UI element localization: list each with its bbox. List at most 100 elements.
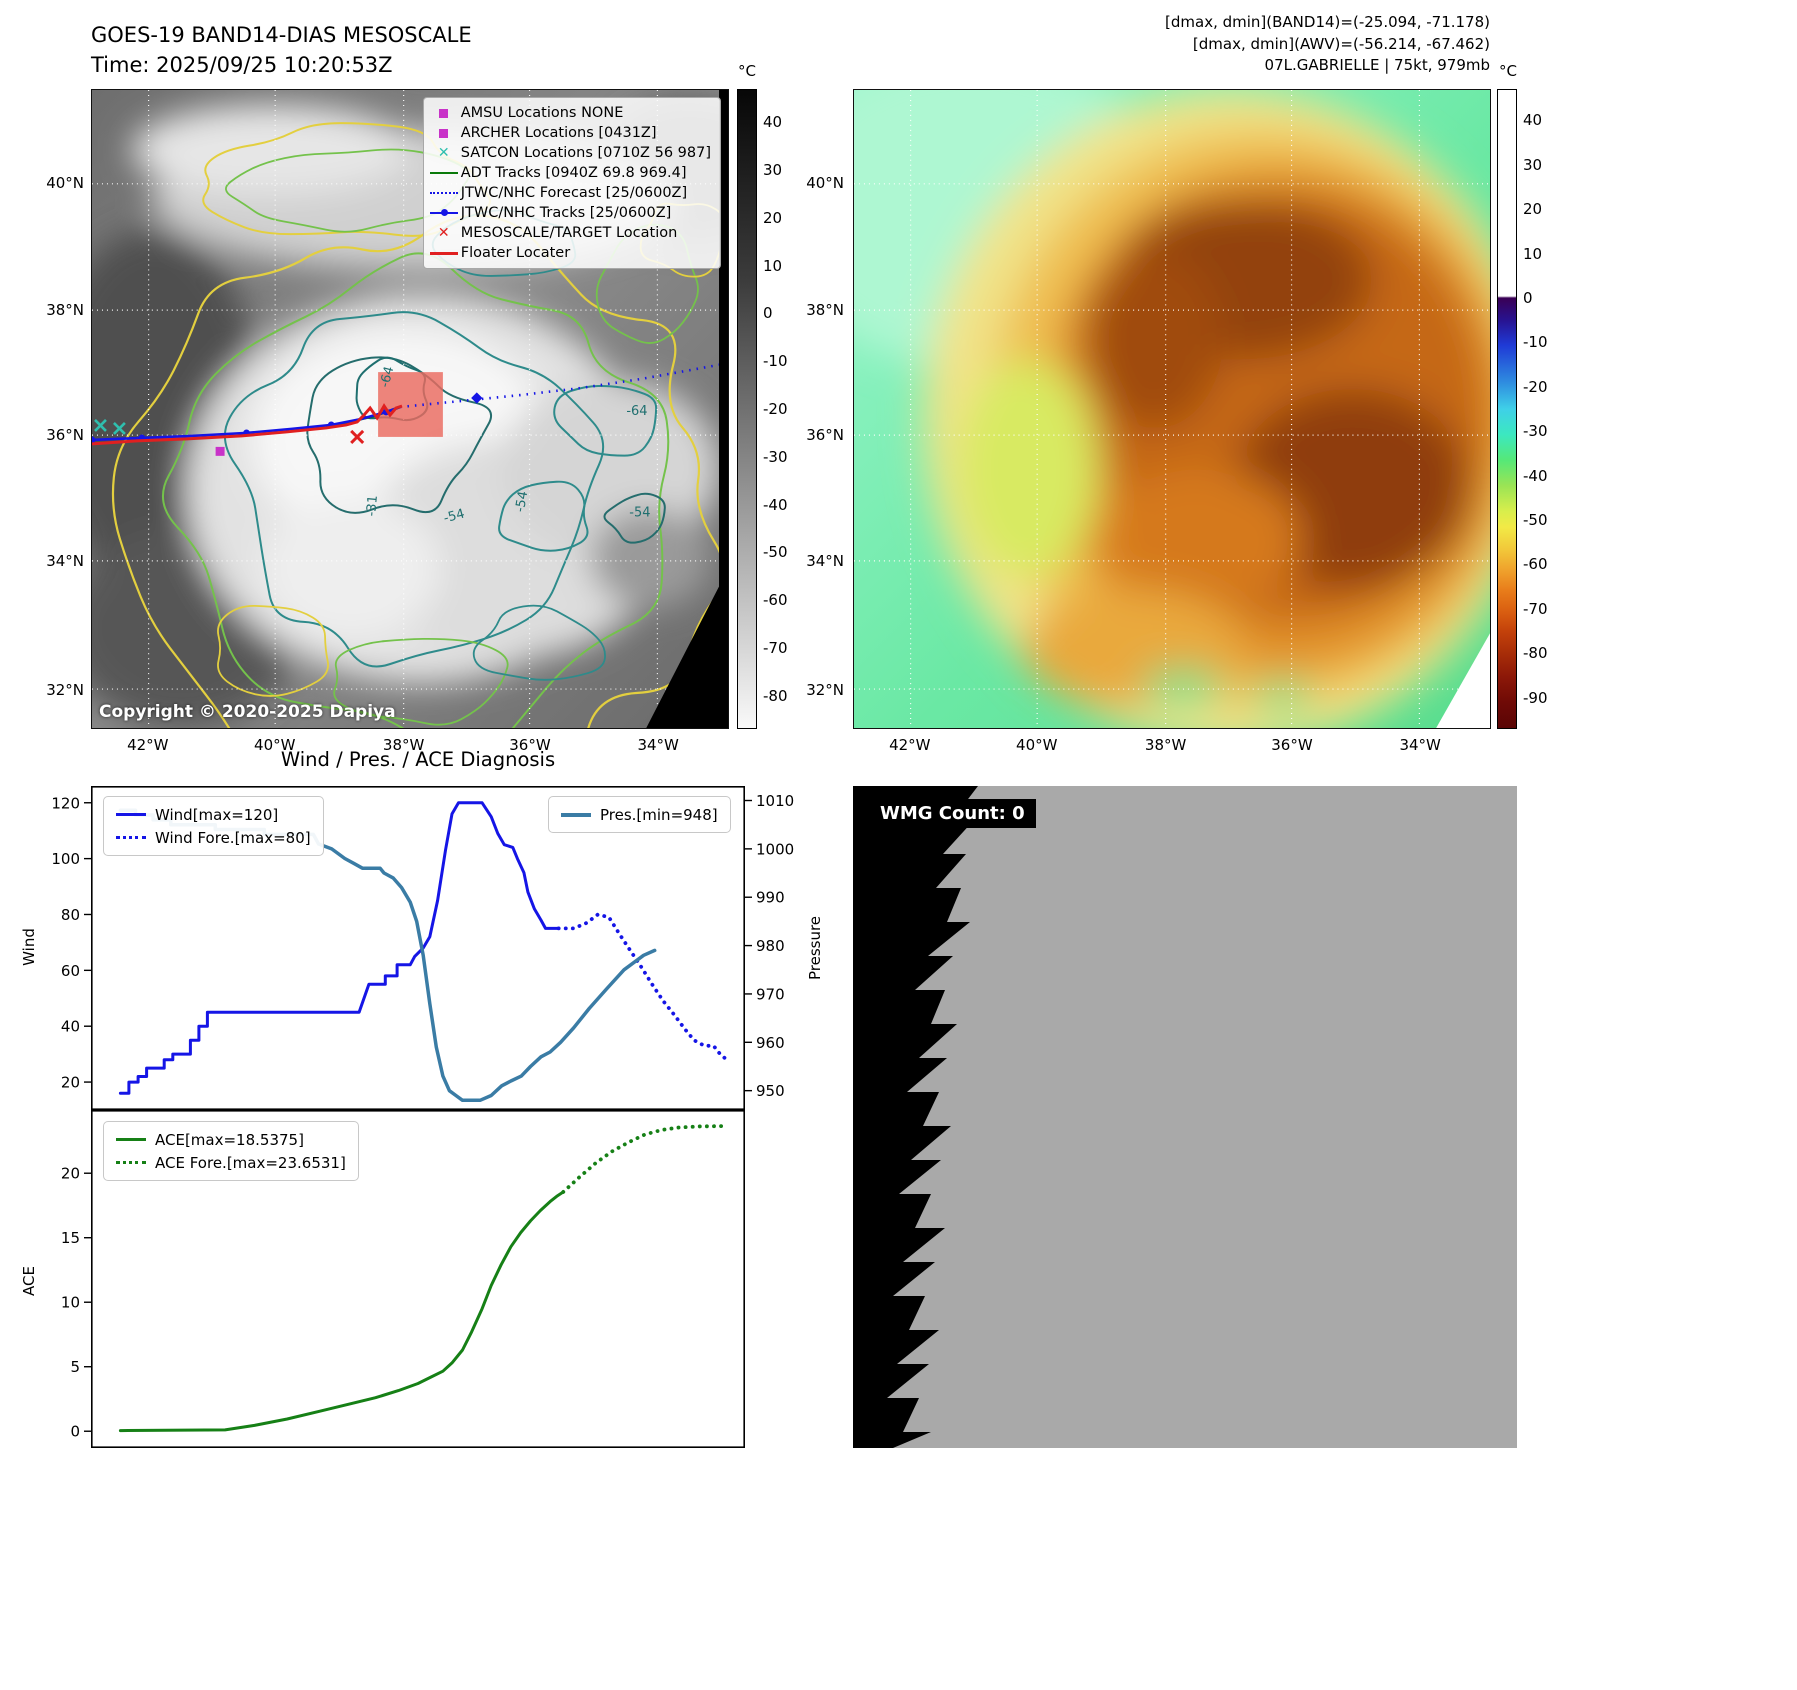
pressure-line-icon bbox=[561, 812, 591, 817]
colorbar-tick-label: -30 bbox=[763, 447, 788, 466]
legend-label: Wind Fore.[max=80] bbox=[155, 828, 311, 847]
lat-tick-label: 34°N bbox=[806, 552, 844, 571]
legend-item: Floater Locater bbox=[427, 243, 711, 263]
legend-label: AMSU Locations NONE bbox=[460, 105, 624, 121]
chart-frame bbox=[91, 1110, 746, 1448]
colorbar-tick-label: 10 bbox=[1523, 244, 1543, 263]
legend-item: JTWC/NHC Forecast [25/0600Z] bbox=[427, 183, 711, 203]
legend-item: ACE[max=18.5375] bbox=[116, 1128, 346, 1151]
lon-tick-label: 42°W bbox=[127, 736, 169, 754]
amsu-square-icon bbox=[427, 108, 461, 118]
y-tick-label: 1010 bbox=[756, 792, 794, 810]
contour-line bbox=[223, 311, 605, 668]
contour-line bbox=[333, 637, 509, 726]
colorbar-tick-label: -10 bbox=[1523, 333, 1548, 352]
y-tick-label: 20 bbox=[61, 1074, 80, 1092]
colorbar-tick-label: -40 bbox=[1523, 466, 1548, 485]
dmax-dmin-band14: [dmax, dmin](BAND14)=(-25.094, -71.178) bbox=[1165, 13, 1490, 31]
lon-tick-label: 34°W bbox=[637, 736, 679, 754]
band14-colorbar bbox=[737, 89, 757, 729]
y-tick-label: 20 bbox=[61, 1165, 80, 1183]
ace-axis-label: ACE bbox=[19, 1266, 38, 1296]
wind-line-icon bbox=[116, 813, 146, 816]
colorbar-tick-label: -50 bbox=[1523, 511, 1548, 529]
colorbar-tick-label: -20 bbox=[1523, 377, 1548, 396]
contour-label: -54 bbox=[513, 490, 531, 513]
y-tick-label: 950 bbox=[756, 1082, 785, 1100]
y-tick-label: 40 bbox=[61, 1018, 80, 1036]
awv-lat-axis: 40°N 38°N 36°N 34°N 32°N bbox=[796, 89, 846, 729]
jtwc-forecast-marker bbox=[471, 392, 483, 404]
contour-line bbox=[498, 480, 589, 552]
legend-label: ACE Fore.[max=23.6531] bbox=[155, 1153, 346, 1172]
band14-time: Time: 2025/09/25 10:20:53Z bbox=[91, 53, 393, 77]
wmg-count-badge: WMG Count: 0 bbox=[869, 799, 1036, 828]
colorbar-tick-label: -80 bbox=[1523, 644, 1548, 663]
band14-colorbar-ticks: 40 30 20 10 0 -10 -20 -30 -40 -50 -60 -70 -80 bbox=[763, 89, 811, 729]
ace-chart: 20 15 10 5 0 bbox=[61, 1110, 746, 1448]
lat-tick-label: 36°N bbox=[806, 426, 844, 445]
colorbar-tick-label: -10 bbox=[763, 352, 788, 371]
legend-item: ADT Tracks [0940Z 69.8 969.4] bbox=[427, 163, 711, 183]
awv-map-svg bbox=[854, 90, 1490, 728]
satcon-x-icon: ✕ bbox=[437, 145, 450, 161]
colorbar-tick-label: -80 bbox=[763, 686, 788, 705]
contour-label: -64 bbox=[377, 365, 397, 389]
legend-label: ACE[max=18.5375] bbox=[155, 1130, 304, 1149]
lon-tick-label: 34°W bbox=[1399, 736, 1441, 754]
forecast-dotted-icon bbox=[427, 192, 461, 194]
lon-tick-label: 36°W bbox=[509, 736, 551, 754]
band14-lon-axis: 42°W 40°W 38°W 36°W 34°W bbox=[91, 736, 729, 756]
awv-map bbox=[853, 89, 1491, 729]
wind-legend: Wind[max=120] Wind Fore.[max=80] bbox=[103, 796, 324, 856]
mesoscale-target-box bbox=[378, 372, 443, 437]
jtwc-forecast-line bbox=[399, 361, 728, 409]
lat-tick-label: 34°N bbox=[46, 552, 84, 571]
awv-lon-axis: 42°W 40°W 38°W 36°W 34°W bbox=[853, 736, 1491, 756]
colorbar-tick-label: -40 bbox=[763, 495, 788, 514]
band14-lat-axis: 40°N 38°N 36°N 34°N 32°N bbox=[36, 89, 86, 729]
awv-colorbar bbox=[1497, 89, 1517, 729]
copyright: Copyright © 2020-2025 Dapiya bbox=[99, 702, 396, 722]
legend-item: ✕ MESOSCALE/TARGET Location bbox=[427, 223, 711, 243]
y-tick-label: 0 bbox=[70, 1423, 80, 1441]
y-tick-label: 970 bbox=[756, 985, 785, 1003]
contour-line bbox=[217, 604, 329, 697]
contour-label: -54 bbox=[442, 507, 466, 527]
bt-contours bbox=[111, 122, 725, 728]
awv-cloud-imagery bbox=[854, 90, 1490, 728]
floater-line-icon bbox=[427, 251, 461, 255]
lat-tick-label: 38°N bbox=[806, 300, 844, 319]
legend-label: MESOSCALE/TARGET Location bbox=[460, 225, 678, 241]
colorbar-tick-label: -60 bbox=[1523, 555, 1548, 574]
contour-line bbox=[553, 384, 658, 457]
lon-tick-label: 40°W bbox=[1016, 736, 1058, 754]
ace-line-icon bbox=[116, 1138, 146, 1141]
colorbar-tick-label: -70 bbox=[763, 638, 788, 657]
lon-tick-label: 38°W bbox=[382, 736, 425, 754]
colorbar-tick-label: 30 bbox=[763, 161, 783, 180]
band14-colorbar-unit: °C bbox=[738, 62, 756, 80]
lat-tick-label: 32°N bbox=[806, 680, 844, 699]
diagnosis-title: Wind / Pres. / ACE Diagnosis bbox=[280, 748, 556, 771]
latlon-grid bbox=[854, 90, 1490, 728]
y-tick-label: 960 bbox=[756, 1034, 785, 1052]
contour-line bbox=[225, 148, 470, 233]
y-tick-label: 1000 bbox=[756, 840, 794, 858]
band14-map: -64 -54 -54 -31 -64 -54 AMSU Locations N… bbox=[91, 89, 729, 729]
legend-label: SATCON Locations [0710Z 56 987] bbox=[460, 145, 711, 161]
contour-label: -54 bbox=[629, 506, 650, 521]
wind-axis-label: Wind bbox=[19, 928, 38, 966]
chart-frame bbox=[91, 786, 746, 1110]
ir-cloud-imagery bbox=[92, 99, 728, 728]
contour-line bbox=[161, 252, 670, 728]
legend-item: ✕ SATCON Locations [0710Z 56 987] bbox=[427, 143, 711, 163]
colorbar-tick-label: 20 bbox=[1523, 200, 1543, 219]
colorbar-tick-label: 30 bbox=[1523, 155, 1543, 174]
y-tick-label: 120 bbox=[51, 794, 80, 812]
track-linedot-icon bbox=[427, 209, 461, 216]
lat-tick-label: 40°N bbox=[46, 174, 84, 193]
colorbar-tick-label: 40 bbox=[763, 113, 783, 132]
colorbar-tick-label: -70 bbox=[1523, 599, 1548, 618]
archer-square-icon bbox=[427, 128, 461, 138]
